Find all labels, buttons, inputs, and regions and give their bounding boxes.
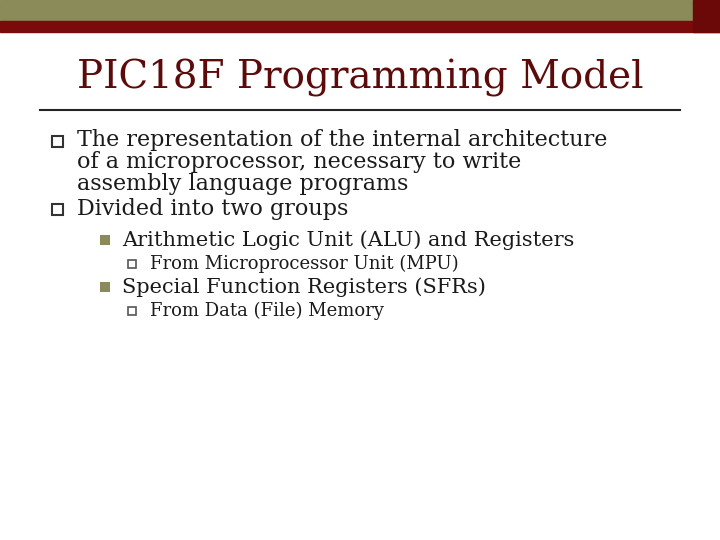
Bar <box>128 307 136 315</box>
Text: From Microprocessor Unit (MPU): From Microprocessor Unit (MPU) <box>150 255 459 273</box>
Text: From Data (File) Memory: From Data (File) Memory <box>150 302 384 320</box>
Text: assembly language programs: assembly language programs <box>77 173 408 195</box>
Bar <box>52 136 63 147</box>
Bar <box>100 282 110 292</box>
Bar <box>52 204 63 215</box>
Text: PIC18F Programming Model: PIC18F Programming Model <box>77 59 643 97</box>
Text: of a microprocessor, necessary to write: of a microprocessor, necessary to write <box>77 151 521 173</box>
Bar <box>100 235 110 245</box>
Text: The representation of the internal architecture: The representation of the internal archi… <box>77 129 608 151</box>
Text: Divided into two groups: Divided into two groups <box>77 198 348 220</box>
Bar <box>128 260 136 268</box>
Text: Arithmetic Logic Unit (ALU) and Registers: Arithmetic Logic Unit (ALU) and Register… <box>122 230 575 250</box>
Text: Special Function Registers (SFRs): Special Function Registers (SFRs) <box>122 277 486 297</box>
